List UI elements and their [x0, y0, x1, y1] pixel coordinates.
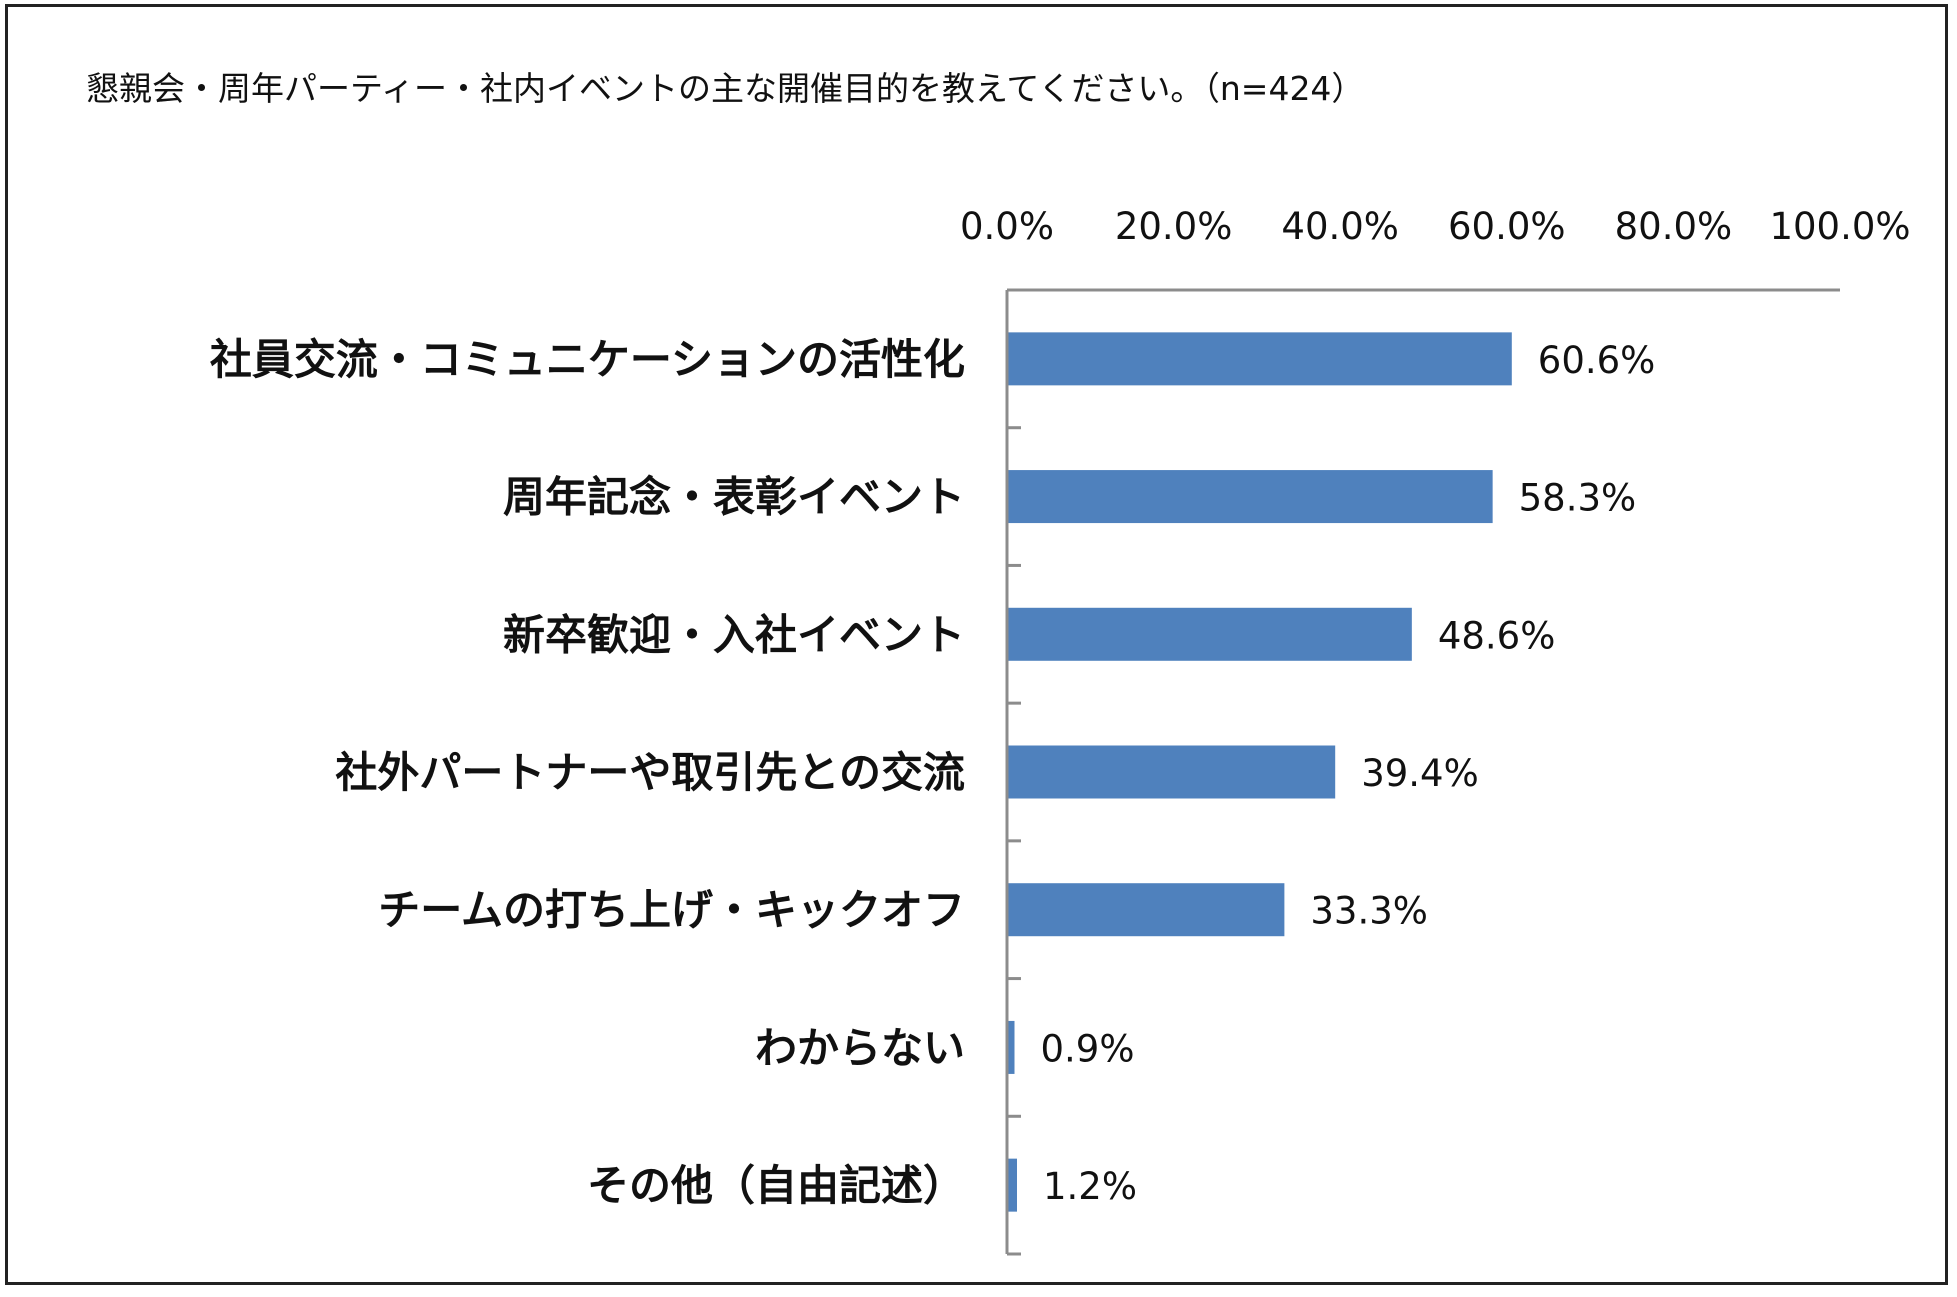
- category-label: 周年記念・表彰イベント: [503, 473, 965, 522]
- chart-title: 懇親会・周年パーティー・社内イベントの主な開催目的を教えてください。（n=424…: [86, 69, 1364, 108]
- x-tick-label: 100.0%: [1769, 205, 1910, 248]
- bar: [1007, 1020, 1015, 1074]
- bar: [1007, 607, 1412, 661]
- category-label: チームの打ち上げ・キックオフ: [378, 886, 965, 935]
- axes: [1005, 288, 1840, 1256]
- value-label: 48.6%: [1438, 614, 1556, 657]
- category-label: わからない: [755, 1023, 965, 1072]
- category-label: 社外パートナーや取引先との交流: [335, 748, 965, 797]
- bar-chart: 懇親会・周年パーティー・社内イベントの主な開催目的を教えてください。（n=424…: [86, 69, 1911, 1256]
- chart-frame: 懇親会・周年パーティー・社内イベントの主な開催目的を教えてください。（n=424…: [5, 4, 1948, 1285]
- bars: 社員交流・コミュニケーションの活性化 60.6% 周年記念・表彰イベント 58.3% 新…: [210, 332, 1656, 1212]
- value-label: 1.2%: [1043, 1165, 1137, 1208]
- value-label: 60.6%: [1538, 339, 1656, 382]
- x-tick-label: 80.0%: [1615, 205, 1733, 248]
- bar: [1007, 883, 1285, 937]
- value-label: 0.9%: [1040, 1027, 1134, 1070]
- x-tick-label: 20.0%: [1115, 205, 1233, 248]
- category-label: 社員交流・コミュニケーションの活性化: [210, 335, 965, 384]
- bar: [1007, 1158, 1017, 1212]
- bar: [1007, 332, 1512, 386]
- bar: [1007, 745, 1336, 799]
- value-label: 58.3%: [1519, 477, 1637, 520]
- x-axis-ticks: 0.0% 20.0% 40.0% 60.0% 80.0% 100.0%: [960, 205, 1911, 248]
- bar: [1007, 470, 1493, 524]
- value-label: 33.3%: [1310, 890, 1428, 933]
- x-tick-label: 60.0%: [1448, 205, 1566, 248]
- value-label: 39.4%: [1361, 752, 1479, 795]
- x-tick-label: 40.0%: [1281, 205, 1399, 248]
- category-label: 新卒歓迎・入社イベント: [503, 610, 965, 659]
- x-tick-label: 0.0%: [960, 205, 1054, 248]
- category-label: その他（自由記述）: [587, 1161, 965, 1210]
